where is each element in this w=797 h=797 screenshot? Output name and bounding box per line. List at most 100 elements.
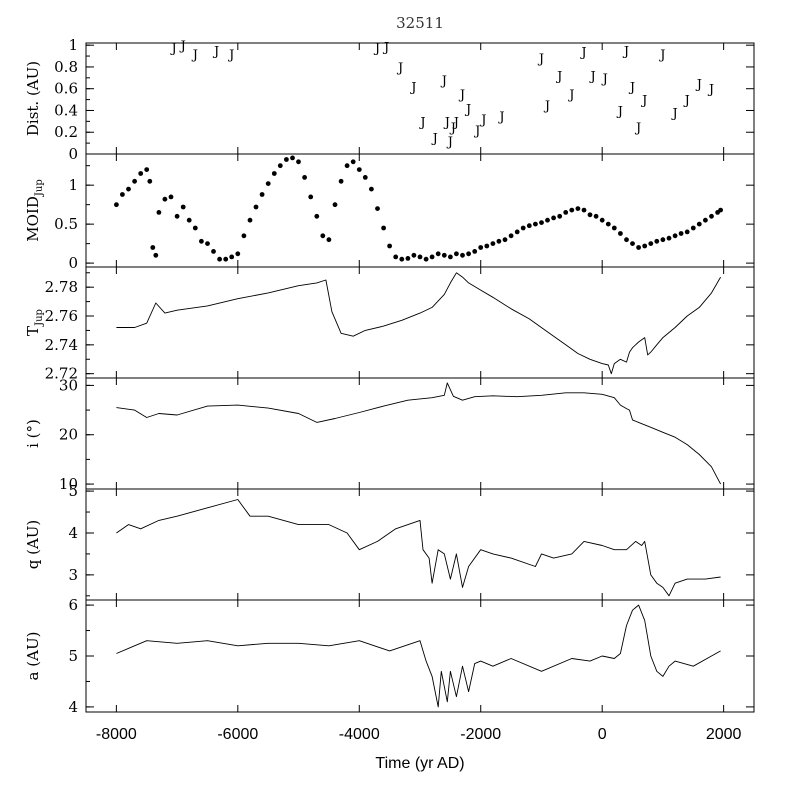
encounter-marker: J [695,77,702,92]
moid-point [496,238,502,244]
panel-q-ytick-label: 5 [68,482,78,500]
moid-point [211,249,216,254]
moid-point [290,155,295,161]
panel-moid-ytick-label: 1 [68,176,78,194]
encounter-marker: J [616,105,623,120]
moid-point [284,157,289,162]
panel-a-ylabel: a (AU) [24,632,42,681]
encounter-marker: J [446,135,453,150]
panel-tjup-series-line [116,272,721,375]
moid-point [153,252,159,258]
panel-dist-ylabel: Dist. (AU) [24,61,42,136]
moid-point [472,249,478,254]
moid-point [581,207,587,213]
moid-point [338,178,344,184]
panel-moid-series-dots [114,155,723,262]
moid-point [150,245,156,250]
panel-inc-ytick-label: 20 [59,426,78,444]
encounter-marker: J [443,115,450,130]
panel-dist-ytick-label: 0.8 [54,58,78,76]
moid-point [132,178,138,184]
moid-point [557,213,563,219]
panel-dist-ytick-label: 1 [68,36,78,54]
moid-point [618,231,623,236]
moid-point [259,192,265,197]
encounter-marker: J [579,46,586,61]
panel-a-ytick-label: 6 [68,596,78,614]
moid-point [575,206,581,212]
moid-point [381,225,386,231]
moid-point [229,254,235,260]
moid-point [411,252,417,258]
moid-point [241,233,247,239]
moid-point [308,194,314,200]
moid-point [162,196,168,202]
encounter-marker: J [418,115,425,130]
moid-point [192,225,198,231]
encounter-marker: J [683,94,690,109]
encounter-marker: J [670,107,677,122]
moid-point [587,212,593,218]
moid-point [466,251,471,257]
moid-point [265,181,271,187]
moid-point [302,175,307,180]
panel-q-frame [85,488,755,601]
moid-point [271,171,277,176]
moid-point [247,217,253,223]
moid-point [126,186,131,192]
encounter-marker: J [464,102,471,117]
moid-point [120,192,125,197]
panel-dist-frame [85,42,755,155]
encounter-marker: J [640,94,647,109]
encounter-marker: J [497,110,504,125]
moid-point [156,210,162,215]
moid-point [350,159,356,165]
panel-inc-ytick-label: 10 [59,475,78,493]
panel-dist-ytick-label: 0.2 [54,123,78,141]
x-tick-label: -6000 [217,726,258,743]
panel-tjup-ylabel: TJup [24,309,45,336]
encounter-marker: J [567,88,574,103]
panel-moid: 0 0.5 1 MOIDJup [24,153,755,272]
encounter-marker: J [473,124,480,139]
moid-point [387,243,392,249]
encounter-marker: J [452,115,459,130]
moid-point [484,243,490,249]
panel-inc-ylabel: i (°) [24,419,42,448]
encounter-marker: J [227,48,234,63]
moid-point [508,233,514,239]
moid-point [605,221,611,227]
moid-point [709,213,714,219]
moid-point [684,229,690,235]
panel-tjup-ytick-label: 2.74 [45,336,78,354]
moid-point [332,202,338,208]
moid-point [703,217,708,223]
moid-point [593,213,599,219]
moid-point [654,238,660,244]
encounter-marker: J [458,88,465,103]
panel-inc-frame [85,377,755,490]
moid-point [253,204,259,210]
moid-point [563,210,569,215]
panel-tjup-frame [85,266,755,379]
moid-point [235,251,241,257]
x-tick-label: -8000 [96,726,137,743]
encounter-marker: J [373,41,380,56]
moid-point [630,241,635,247]
moid-point [314,213,320,219]
moid-point [296,159,301,165]
panel-dist-ytick-label: 0.6 [54,80,78,98]
x-axis: -8000 -6000 -4000 -2000 0 2000 [96,726,742,743]
moid-point [217,256,223,262]
x-axis-label: Time (yr AD) [375,755,464,772]
encounter-marker: J [191,48,198,63]
moid-point [199,238,204,244]
moid-point [624,237,629,243]
moid-point [399,256,405,262]
moid-point [369,186,374,192]
moid-point [460,252,465,258]
moid-point [526,223,532,229]
panel-moid-frame [85,153,755,268]
